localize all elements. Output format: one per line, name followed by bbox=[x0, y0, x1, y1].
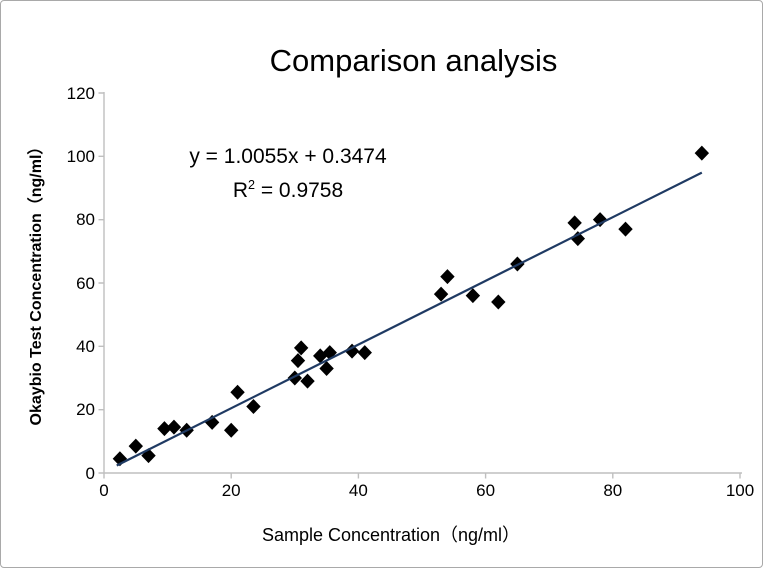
trendline bbox=[116, 171, 703, 467]
x-tick-label: 60 bbox=[476, 481, 496, 500]
chart-title: Comparison analysis bbox=[269, 43, 558, 78]
data-point bbox=[592, 212, 608, 228]
data-point bbox=[440, 269, 455, 285]
data-point bbox=[433, 286, 449, 302]
data-point bbox=[157, 421, 172, 437]
data-point bbox=[570, 231, 586, 247]
y-tick-label: 0 bbox=[85, 463, 95, 483]
r-squared-text: R2 = 0.9758 bbox=[232, 178, 344, 202]
y-tick-label: 20 bbox=[76, 400, 95, 420]
x-tick-label: 100 bbox=[725, 481, 755, 500]
data-point bbox=[491, 294, 506, 310]
axis-tick-marks bbox=[98, 92, 741, 479]
x-tick-label: 20 bbox=[221, 481, 241, 500]
data-point bbox=[618, 221, 633, 237]
data-point bbox=[319, 361, 334, 376]
data-point bbox=[290, 353, 306, 369]
data-point bbox=[293, 340, 309, 356]
data-point bbox=[230, 384, 245, 400]
data-point bbox=[166, 419, 182, 435]
x-tick-label: 40 bbox=[348, 481, 368, 500]
equation-text: y = 1.0055x + 0.3474 bbox=[189, 145, 387, 168]
y-tick-label: 80 bbox=[76, 210, 95, 230]
data-point bbox=[344, 343, 360, 359]
y-tick-label: 100 bbox=[66, 146, 95, 166]
data-point bbox=[465, 288, 481, 304]
data-point bbox=[246, 399, 261, 414]
x-axis-title: Sample Concentration（ng/ml） bbox=[261, 525, 521, 545]
data-point bbox=[694, 145, 710, 161]
data-point bbox=[300, 373, 315, 389]
y-tick-label: 120 bbox=[66, 83, 95, 103]
data-point bbox=[357, 345, 372, 361]
x-tick-label: 80 bbox=[603, 481, 623, 500]
y-tick-label: 60 bbox=[76, 273, 95, 293]
data-point bbox=[567, 215, 582, 231]
y-tick-label: 40 bbox=[76, 336, 95, 356]
data-point bbox=[224, 422, 239, 438]
x-tick-label: 0 bbox=[99, 481, 109, 500]
axis-lines bbox=[103, 92, 742, 474]
data-point bbox=[128, 438, 143, 454]
trendline-equation: y = 1.0055x + 0.3474 R2 = 0.9758 bbox=[158, 143, 418, 205]
